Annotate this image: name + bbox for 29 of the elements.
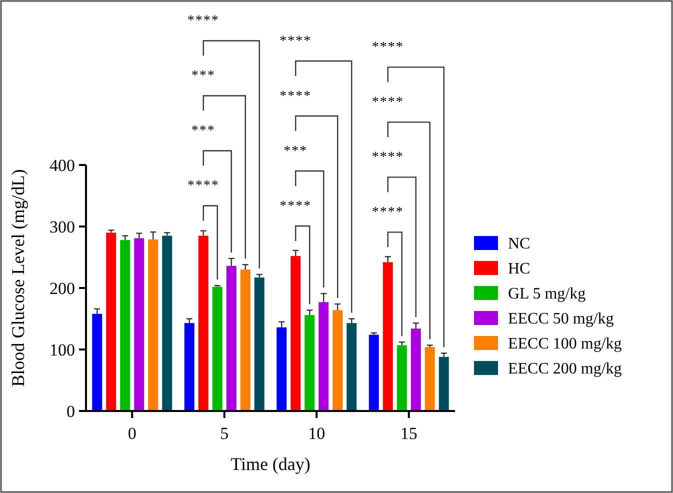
legend-label: NC [508,236,530,253]
annotation: **** [280,199,312,214]
legend-label: HC [508,260,530,278]
annotation: **** [187,178,220,194]
y-tick-label: 100 [50,340,75,360]
x-tick-label: 15 [400,424,418,443]
text: **** [372,95,404,110]
x-tick-label: 5 [220,424,229,443]
y-tick-label: 400 [50,156,75,175]
annotation: **** [372,150,404,166]
text: **** [187,14,220,29]
text: *** [284,144,308,160]
legend-label: GL 5 mg/kg [508,286,586,303]
text: **** [280,34,312,50]
y-tick-label: 200 [50,278,75,298]
text: **** [280,89,312,104]
legend-label: EECC 50 mg/kg [508,310,614,328]
y-axis-title: Blood Glucose Level (mg/dL) [8,169,28,387]
text: *** [191,68,216,84]
legend-label: EECC 100 mg/kg [508,336,622,353]
x-tick-label: 0 [128,424,136,443]
annotation: **** [372,205,404,220]
text: *** [191,124,216,139]
text: **** [372,40,404,56]
x-tick-label: 10 [308,424,326,443]
x-axis-title: Time (day) [230,454,310,474]
y-tick-label: 300 [50,217,75,236]
legend-label: EECC 200 mg/kg [508,360,622,378]
y-tick-label: 0 [66,402,75,421]
